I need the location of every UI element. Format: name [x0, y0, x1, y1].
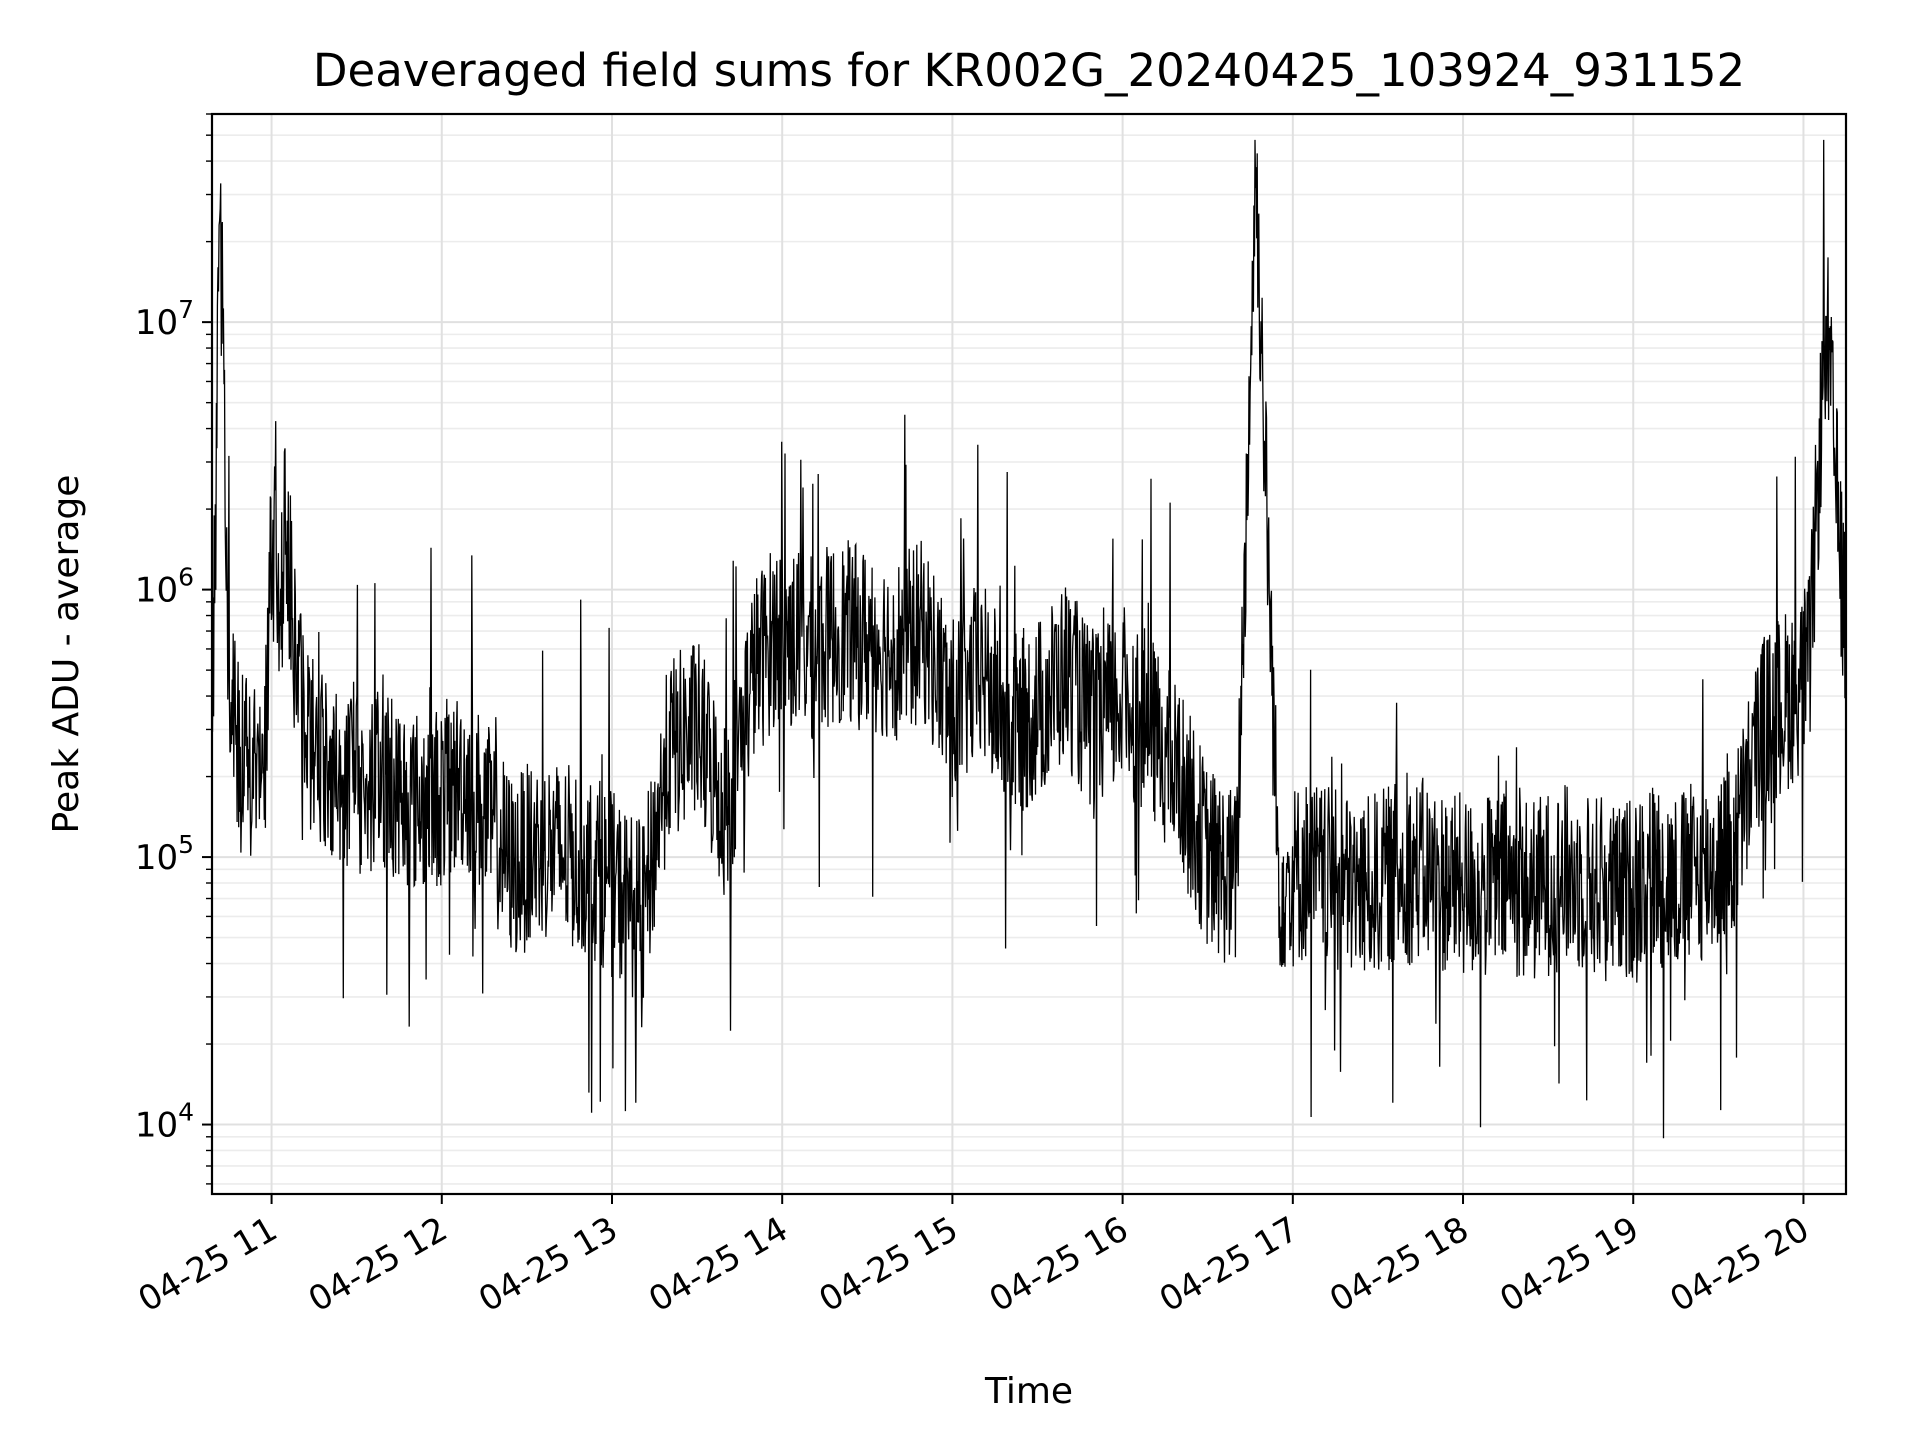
y-tick-exponent: 6 — [178, 563, 194, 592]
x-axis-label: Time — [984, 1371, 1073, 1412]
series-layer — [211, 139, 1847, 1139]
y-tick-base: 10 — [135, 838, 178, 878]
y-axis-label: Peak ADU - average — [46, 475, 87, 834]
plot-frame — [210, 112, 1848, 1196]
series-line — [211, 139, 1847, 1139]
y-tick-label: 105 — [135, 830, 194, 878]
chart-title: Deaveraged field sums for KR002G_2024042… — [313, 44, 1745, 97]
y-tick-base: 10 — [135, 1106, 178, 1146]
y-tick-exponent: 5 — [178, 830, 194, 859]
y-tick-label: 107 — [135, 295, 194, 343]
y-tick-base: 10 — [135, 571, 178, 611]
y-tick-exponent: 7 — [178, 295, 194, 324]
y-tick-label: 106 — [135, 563, 194, 611]
y-tick-label: 104 — [135, 1098, 194, 1146]
y-tick-exponent: 4 — [178, 1098, 194, 1127]
y-tick-base: 10 — [135, 303, 178, 343]
